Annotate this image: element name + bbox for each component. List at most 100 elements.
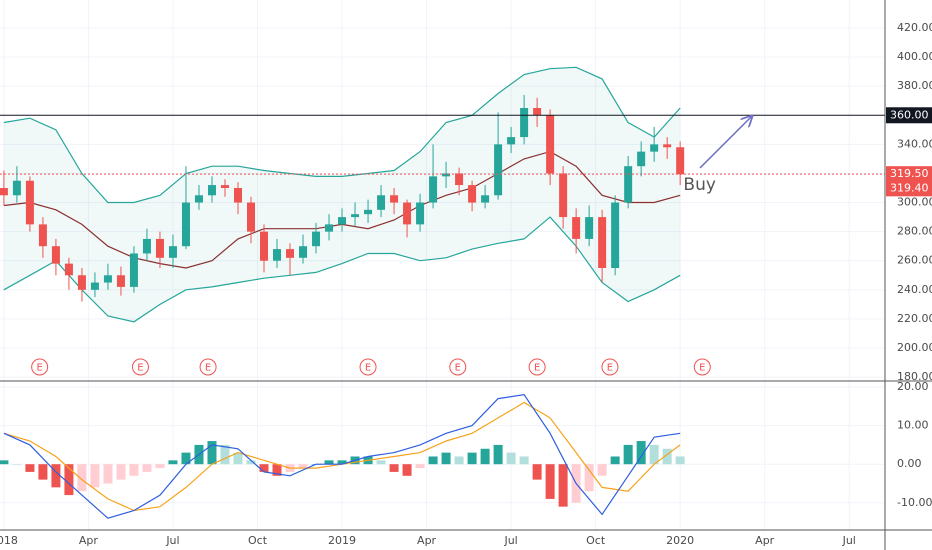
histogram-bar (376, 460, 386, 465)
y-tick-label: 340.00 (897, 137, 932, 150)
arrow (699, 116, 752, 169)
candle-body (155, 238, 164, 258)
histogram-bar (337, 460, 347, 465)
candle-body (455, 173, 464, 186)
candle-body (442, 173, 451, 177)
histogram-bar (77, 464, 87, 492)
y-tick-label: 420.00 (897, 21, 932, 34)
histogram-bar (233, 452, 243, 465)
candle-body (220, 185, 229, 188)
candle-body (364, 209, 373, 215)
y2-tick-label: 0.00 (897, 457, 922, 470)
histogram-bar (415, 464, 425, 469)
histogram-bar (519, 456, 529, 465)
y-tick-label: 280.00 (897, 225, 932, 238)
histogram-bar (0, 460, 9, 465)
annotation: Buy (683, 175, 716, 195)
histogram-bar (90, 464, 100, 488)
candle-body (103, 275, 112, 283)
event-marker (31, 358, 49, 376)
upper-band (3, 66, 681, 204)
candle-body (377, 195, 386, 210)
histogram-bar (623, 444, 633, 465)
y-tick-label: 240.00 (897, 283, 932, 296)
candle-body (77, 275, 86, 290)
candle-body (533, 108, 542, 116)
y-tick-label: 200.00 (897, 341, 932, 354)
candle-body (637, 151, 646, 167)
y2-tick-label: -10.00 (897, 496, 932, 509)
candle-body (129, 253, 138, 287)
event-label: E (699, 363, 705, 374)
event-marker (131, 358, 149, 376)
lower-band (3, 216, 681, 323)
histogram-bar (103, 464, 113, 484)
histogram-bar (38, 464, 48, 480)
candle-body (676, 147, 685, 175)
histogram-bar (51, 464, 61, 488)
price-label: 319.50 (890, 167, 929, 180)
y-tick-label: 260.00 (897, 254, 932, 267)
histogram-bar (324, 460, 334, 465)
histogram-bar (532, 464, 542, 480)
y-tick-label: 400.00 (897, 50, 932, 63)
event-label: E (37, 363, 43, 374)
x-tick-label: 2020 (666, 534, 694, 547)
x-tick-label: Jul (165, 534, 179, 547)
event-label: E (205, 363, 211, 374)
price-label: 360.00 (890, 108, 929, 121)
candle-body (494, 144, 503, 196)
event-marker (199, 358, 217, 376)
candle-body (325, 224, 334, 232)
candle-body (650, 144, 659, 152)
event-marker (449, 358, 467, 376)
candle-body (390, 195, 399, 203)
candle-body (429, 176, 438, 203)
histogram-bar (272, 464, 282, 476)
histogram-bar (558, 464, 568, 507)
histogram-bar (545, 464, 555, 499)
x-tick-label: Apr (79, 534, 99, 547)
candle-body (286, 249, 295, 258)
histogram-bar (12, 464, 22, 465)
histogram-bar (584, 464, 594, 492)
y2-tick-label: 20.00 (897, 380, 929, 393)
histogram-bar (116, 464, 126, 480)
candle-body (116, 275, 125, 287)
candle-body (312, 231, 321, 247)
event-label: E (137, 363, 143, 374)
histogram-bar (259, 464, 269, 472)
candle-body (273, 249, 282, 261)
event-label: E (607, 363, 613, 374)
histogram-bar (220, 444, 230, 465)
price-label-box (886, 107, 932, 124)
candle-body (520, 108, 529, 138)
event-marker (601, 358, 619, 376)
candle-body (416, 202, 425, 225)
candle-body (142, 238, 151, 254)
x-tick-label: 2019 (328, 534, 356, 547)
candle-body (64, 263, 73, 276)
event-label: E (455, 363, 461, 374)
candle-body (507, 137, 516, 145)
event-marker (693, 358, 711, 376)
candle-body (351, 214, 360, 218)
x-tick-label: Jul (842, 534, 856, 547)
candle-body (338, 217, 347, 225)
histogram-bar (207, 441, 217, 465)
histogram-bar (298, 464, 308, 469)
candle-body (598, 217, 607, 268)
candle-body (481, 195, 490, 203)
x-tick-label: Apr (755, 534, 775, 547)
x-tick-label: Jul (503, 534, 517, 547)
candle-body (403, 202, 412, 225)
histogram-bar (64, 464, 74, 496)
x-tick-label: Oct (586, 534, 606, 547)
histogram-bar (129, 464, 139, 476)
histogram-bar (142, 464, 152, 472)
candle-body (181, 202, 190, 247)
y-tick-label: 300.00 (897, 196, 932, 209)
candle-body (168, 246, 177, 258)
histogram-bar (636, 441, 646, 465)
